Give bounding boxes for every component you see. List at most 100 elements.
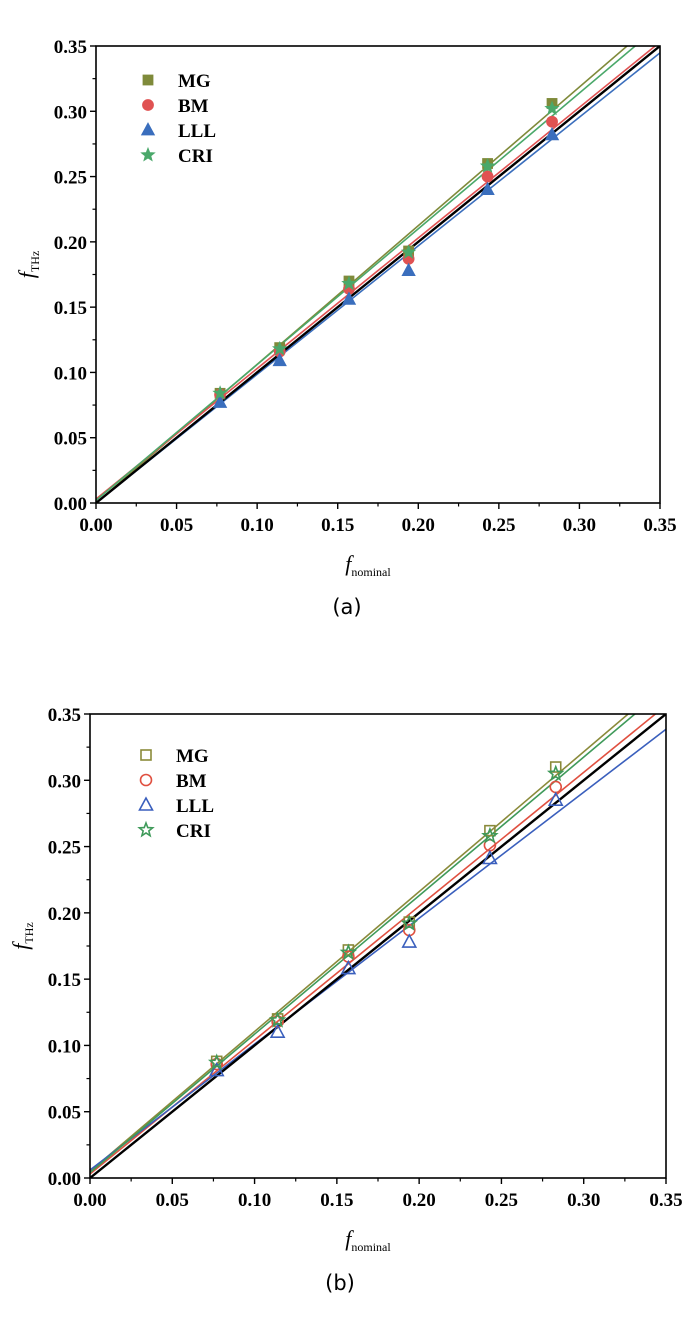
data-points [207, 761, 565, 1077]
data-point-cri [212, 385, 228, 400]
data-point-lll [401, 262, 416, 276]
fit-line-lll [90, 728, 666, 1171]
data-point-bm [546, 115, 558, 128]
x-tick-label: 0.30 [567, 1190, 600, 1211]
data-points [212, 98, 560, 408]
x-tick-label: 0.15 [321, 515, 354, 536]
data-point-cri [544, 100, 560, 116]
data-point-lll [482, 849, 498, 865]
x-tick-label: 0.25 [485, 1190, 518, 1211]
data-point-cri [341, 275, 357, 291]
legend-marker-mg [142, 74, 154, 86]
x-tick-label: 0.00 [73, 1190, 106, 1211]
y-tick-label: 0.25 [48, 838, 81, 859]
y-tick-label: 0.30 [54, 102, 87, 123]
fit-line-cri [90, 714, 637, 1174]
y-axis-label: fTHz [14, 251, 42, 278]
panel-caption: (b) [325, 1271, 355, 1295]
legend: MG BM LLL CRI [137, 746, 214, 842]
data-point-lll [212, 394, 228, 408]
legend-marker-lll [140, 122, 156, 136]
data-point-lll [480, 181, 495, 196]
data-point-lll [208, 1061, 225, 1077]
data-point-bm [271, 1015, 284, 1028]
x-tick-label: 0.35 [649, 1190, 682, 1211]
fit-line-mg [90, 714, 630, 1172]
reference-line [96, 46, 660, 503]
fit-line-bm [96, 46, 657, 500]
data-point-cri [400, 914, 419, 931]
data-point-bm [481, 170, 494, 183]
x-tick-label: 0.00 [79, 515, 112, 536]
x-tick-label: 0.10 [241, 515, 274, 536]
data-point-cri [268, 1011, 287, 1028]
legend-label-bm: BM [176, 771, 207, 792]
data-point-mg [549, 761, 562, 773]
y-tick-label: 0.20 [48, 904, 81, 925]
chart-panel-b: 0.00 0.05 0.10 0.15 0.20 0.25 0.30 0.35 0.00 0.05… [8, 705, 683, 1295]
y-tick-label: 0.10 [48, 1036, 81, 1057]
y-tick-label: 0.00 [54, 494, 87, 515]
y-tick-label: 0.25 [54, 168, 87, 189]
chart-panel-a: 0.00 0.05 0.10 0.15 0.20 0.25 0.30 0.35 0.00 0.05… [14, 37, 677, 619]
x-tick-label: 0.20 [402, 515, 435, 536]
legend-marker-cri [140, 146, 156, 162]
data-point-cri [271, 340, 288, 356]
reference-line [90, 714, 666, 1178]
data-point-lll [340, 959, 357, 975]
legend-label-bm: BM [178, 96, 209, 117]
fit-lines [96, 46, 660, 503]
legend-label-cri: CRI [178, 146, 213, 167]
x-tick-label: 0.20 [403, 1190, 436, 1211]
data-point-cri [339, 943, 358, 961]
x-tick-label: 0.35 [643, 515, 676, 536]
data-point-bm [210, 1057, 224, 1071]
fit-lines [90, 714, 666, 1178]
legend: MG BM LLL CRI [140, 71, 216, 167]
x-tick-label: 0.25 [482, 515, 515, 536]
data-point-mg [484, 824, 496, 837]
data-point-lll [547, 791, 564, 806]
y-tick-label: 0.35 [48, 705, 81, 726]
panel-caption: (a) [332, 595, 361, 619]
x-axis-label: fnominal [345, 1226, 391, 1254]
legend-marker-bm [142, 99, 154, 111]
legend-label-lll: LLL [178, 121, 216, 142]
y-tick-label: 0.30 [48, 771, 81, 792]
x-tick-label: 0.10 [238, 1190, 271, 1211]
legend-marker-cri [137, 820, 155, 838]
legend-label-lll: LLL [176, 796, 214, 817]
data-point-lll [269, 1023, 286, 1038]
y-tick-label: 0.05 [54, 429, 87, 450]
legend-marker-bm [139, 773, 153, 787]
legend-marker-lll [138, 796, 154, 811]
legend-label-cri: CRI [176, 821, 211, 842]
data-point-cri [400, 244, 417, 259]
data-point-cri [207, 1053, 226, 1071]
fit-line-cri [96, 46, 637, 502]
x-tick-label: 0.05 [160, 515, 193, 536]
data-point-cri [479, 158, 496, 173]
y-tick-label: 0.35 [54, 37, 87, 58]
x-axis-label: fnominal [345, 551, 391, 579]
y-tick-label: 0.00 [48, 1169, 81, 1190]
data-point-cri [546, 764, 565, 782]
x-tick-label: 0.30 [563, 515, 596, 536]
y-axis-label: fTHz [8, 922, 36, 949]
y-tick-label: 0.15 [48, 970, 81, 991]
data-point-lll [272, 352, 287, 367]
x-tick-label: 0.15 [320, 1190, 353, 1211]
legend-marker-mg [140, 749, 152, 761]
y-tick-label: 0.10 [54, 363, 87, 384]
data-point-lll [401, 933, 418, 948]
x-tick-label: 0.05 [156, 1190, 189, 1211]
data-point-cri [481, 826, 499, 844]
legend-label-mg: MG [176, 746, 209, 767]
y-tick-label: 0.20 [54, 233, 87, 254]
data-point-lll [544, 126, 560, 141]
legend-label-mg: MG [178, 71, 211, 92]
data-point-lll [341, 291, 357, 305]
y-tick-label: 0.05 [48, 1103, 81, 1124]
data-point-bm [549, 780, 563, 794]
